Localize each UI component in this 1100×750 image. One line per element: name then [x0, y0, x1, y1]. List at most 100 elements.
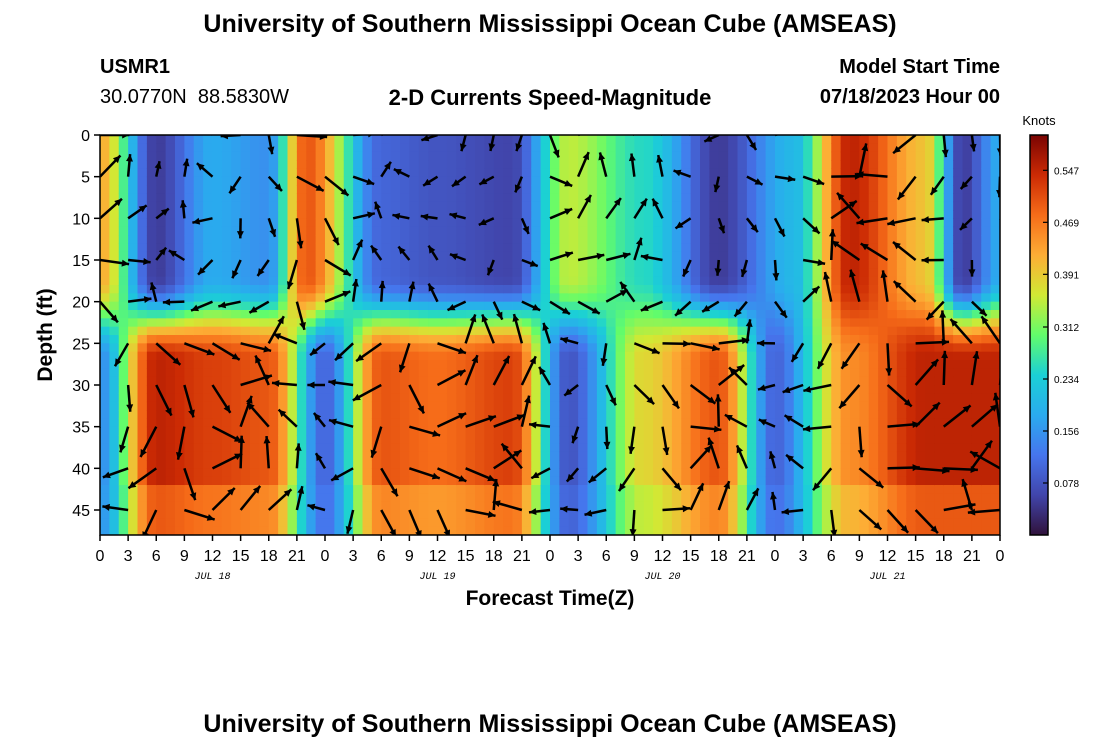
heat-cell	[784, 376, 795, 386]
heat-cell	[165, 143, 176, 153]
heat-cell	[315, 485, 326, 494]
vector-arrow	[175, 426, 186, 460]
heat-cell	[943, 526, 954, 535]
heat-cell	[353, 210, 364, 219]
heat-cell	[221, 160, 232, 169]
heat-cell	[221, 343, 232, 353]
heat-cell	[250, 335, 260, 344]
heat-cell	[896, 385, 907, 394]
heat-cell	[793, 251, 804, 261]
heat-cell	[765, 326, 776, 336]
heat-cell	[643, 468, 654, 478]
heat-cell	[475, 310, 485, 319]
heat-cell	[981, 460, 992, 469]
heat-cell	[653, 301, 664, 311]
heat-cell	[681, 285, 692, 294]
model-start-label: Model Start Time	[839, 56, 1000, 78]
heat-cell	[193, 476, 204, 486]
heat-cell	[325, 151, 335, 161]
heat-cell	[475, 251, 485, 261]
heat-cell	[681, 260, 692, 269]
heat-cell	[165, 418, 176, 428]
heat-cell	[193, 226, 204, 236]
heat-cell	[118, 251, 129, 261]
heat-cell	[859, 135, 870, 144]
heat-cell	[934, 418, 945, 428]
heat-cell	[671, 385, 682, 394]
heat-cell	[840, 260, 851, 269]
heat-cell	[278, 160, 289, 169]
heat-cell	[690, 276, 701, 286]
heat-cell	[746, 418, 757, 428]
heat-cell	[596, 518, 607, 528]
heat-cell	[512, 335, 523, 344]
heat-cell	[325, 293, 335, 303]
heat-cell	[503, 185, 514, 194]
heat-cell	[109, 260, 120, 269]
heat-cell	[118, 268, 129, 278]
heat-cell	[465, 418, 476, 428]
heat-cell	[653, 426, 664, 436]
heat-cell	[793, 360, 804, 369]
heat-cell	[437, 318, 448, 328]
heat-cell	[493, 451, 504, 461]
heat-cell	[362, 193, 373, 203]
heat-cell	[493, 385, 504, 394]
heat-cell	[709, 260, 720, 269]
heat-cell	[484, 401, 495, 411]
heat-cell	[128, 268, 139, 278]
heat-cell	[146, 260, 157, 269]
heat-cell	[784, 293, 795, 303]
heat-cell	[353, 176, 364, 186]
heat-cell	[634, 310, 645, 319]
heat-cell	[521, 385, 532, 394]
heat-cell	[700, 260, 710, 269]
heat-cell	[550, 326, 560, 336]
heat-cell	[287, 143, 298, 153]
heat-cell	[278, 135, 289, 144]
heat-cell	[456, 426, 467, 436]
heat-cell	[878, 143, 889, 153]
heat-cell	[362, 460, 373, 469]
heat-cell	[803, 226, 814, 236]
heat-cell	[296, 501, 307, 511]
heat-cell	[231, 335, 242, 344]
heat-cell	[737, 518, 748, 528]
heat-cell	[437, 435, 448, 444]
heat-cell	[175, 435, 185, 444]
heat-cell	[268, 151, 279, 161]
heat-cell	[409, 268, 420, 278]
heat-cell	[793, 293, 804, 303]
heat-cell	[296, 160, 307, 169]
heat-cell	[662, 260, 673, 269]
heat-cell	[315, 426, 326, 436]
heat-cell	[990, 193, 1000, 203]
heat-cell	[840, 168, 851, 178]
heat-cell	[878, 460, 889, 469]
heat-cell	[353, 343, 364, 353]
station-id: USMR1	[100, 56, 171, 78]
heat-cell	[981, 351, 992, 361]
heat-cell	[428, 160, 439, 169]
heat-cell	[803, 485, 814, 494]
heat-cell	[306, 243, 317, 253]
heat-cell	[484, 426, 495, 436]
heat-cell	[128, 493, 139, 503]
vector-arrow-head	[263, 345, 272, 353]
heat-cell	[700, 301, 710, 311]
heat-cell	[268, 235, 279, 244]
heat-cell	[334, 285, 345, 294]
heat-cell	[503, 151, 514, 161]
heat-cell	[737, 485, 748, 494]
heat-cell	[334, 160, 345, 169]
heat-cell	[634, 260, 645, 269]
heat-cell	[400, 326, 410, 336]
heat-cell	[568, 168, 579, 178]
heat-cell	[550, 226, 560, 236]
heat-cell	[606, 176, 617, 186]
heat-cell	[990, 151, 1000, 161]
heat-cell	[193, 135, 204, 144]
heat-cell	[184, 518, 195, 528]
heat-cell	[400, 426, 410, 436]
heat-cell	[559, 243, 570, 253]
